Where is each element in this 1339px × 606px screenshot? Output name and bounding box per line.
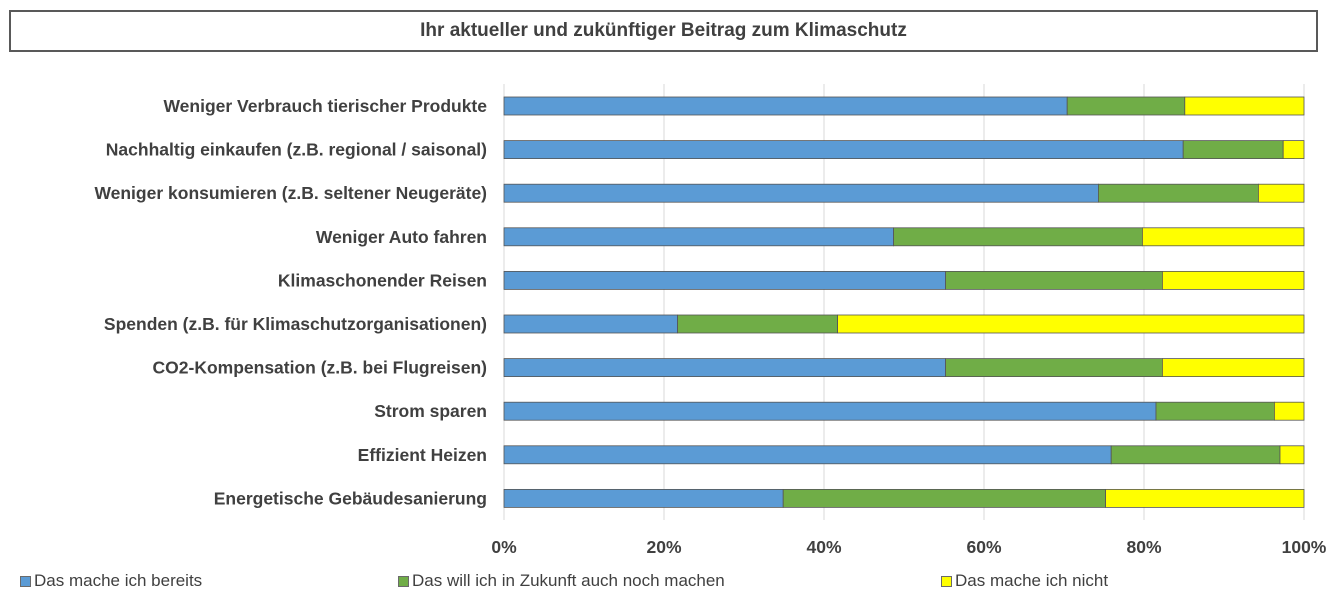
- legend-swatch-nicht: [941, 575, 952, 587]
- x-tick-label-1: 20%: [646, 537, 681, 557]
- legend-item-zukunft: Das will ich in Zukunft auch noch machen: [398, 571, 725, 591]
- x-axis-ticks: 0% 20% 40% 60% 80% 100%: [491, 537, 1326, 557]
- bar-s2-c1: [1282, 140, 1305, 160]
- bar-s2-c8: [1279, 445, 1305, 465]
- bar-s1-c8: [1110, 445, 1281, 465]
- bar-s1-c0: [1066, 96, 1186, 116]
- chart-title: Ihr aktueller und zukünftiger Beitrag zu…: [9, 10, 1318, 52]
- bar-s0-c3: [503, 227, 895, 247]
- bar-s1-c3: [893, 227, 1143, 247]
- x-tick-label-4: 80%: [1126, 537, 1161, 557]
- legend-item-bereits: Das mache ich bereits: [20, 571, 202, 591]
- bar-s2-c2: [1258, 183, 1305, 203]
- x-tick-label-5: 100%: [1282, 537, 1327, 557]
- category-label-5: Spenden (z.B. für Klimaschutzorganisatio…: [104, 314, 487, 334]
- category-label-3: Weniger Auto fahren: [316, 227, 487, 247]
- bar-s1-c6: [945, 358, 1163, 378]
- category-label-4: Klimaschonender Reisen: [278, 270, 487, 290]
- category-label-0: Weniger Verbrauch tierischer Produkte: [163, 96, 487, 116]
- category-label-2: Weniger konsumieren (z.B. seltener Neuge…: [94, 183, 487, 203]
- bar-s0-c7: [503, 401, 1157, 421]
- bar-s2-c0: [1184, 96, 1305, 116]
- legend-label-nicht: Das mache ich nicht: [955, 571, 1109, 590]
- category-label-7: Strom sparen: [374, 401, 487, 421]
- bar-s0-c2: [503, 183, 1099, 203]
- x-tick-label-0: 0%: [491, 537, 517, 557]
- legend-swatch-zukunft: [398, 575, 409, 587]
- category-labels: Weniger Verbrauch tierischer Produkte Nac…: [94, 96, 487, 508]
- bar-group: [503, 96, 1305, 508]
- bar-s0-c8: [503, 445, 1112, 465]
- bar-s1-c7: [1155, 401, 1275, 421]
- category-label-1: Nachhaltig einkaufen (z.B. regional / sa…: [106, 140, 487, 160]
- legend-swatch-bereits: [20, 575, 31, 587]
- bar-s2-c3: [1142, 227, 1305, 247]
- bar-s2-c5: [837, 314, 1305, 334]
- bar-s2-c9: [1105, 488, 1305, 508]
- bar-s1-c2: [1098, 183, 1259, 203]
- bar-s1-c1: [1182, 140, 1284, 160]
- bar-s2-c4: [1162, 270, 1305, 290]
- bar-s0-c9: [503, 488, 784, 508]
- bar-s2-c6: [1162, 358, 1305, 378]
- bar-s0-c5: [503, 314, 679, 334]
- legend: Das mache ich bereits Das will ich in Zu…: [0, 571, 1339, 595]
- bar-s1-c4: [945, 270, 1163, 290]
- x-tick-label-2: 40%: [806, 537, 841, 557]
- bar-s1-c9: [782, 488, 1107, 508]
- category-label-9: Energetische Gebäudesanierung: [214, 488, 487, 508]
- bar-s0-c0: [503, 96, 1068, 116]
- bar-s0-c1: [503, 140, 1184, 160]
- category-label-6: CO2-Kompensation (z.B. bei Flugreisen): [153, 358, 487, 378]
- legend-label-bereits: Das mache ich bereits: [34, 571, 203, 590]
- category-label-8: Effizient Heizen: [358, 445, 487, 465]
- legend-item-nicht: Das mache ich nicht: [941, 571, 1108, 591]
- bar-s1-c5: [677, 314, 838, 334]
- bar-s0-c4: [503, 270, 947, 290]
- x-tick-label-3: 60%: [966, 537, 1001, 557]
- bar-s0-c6: [503, 358, 947, 378]
- legend-label-zukunft: Das will ich in Zukunft auch noch machen: [412, 571, 725, 590]
- bar-s2-c7: [1274, 401, 1305, 421]
